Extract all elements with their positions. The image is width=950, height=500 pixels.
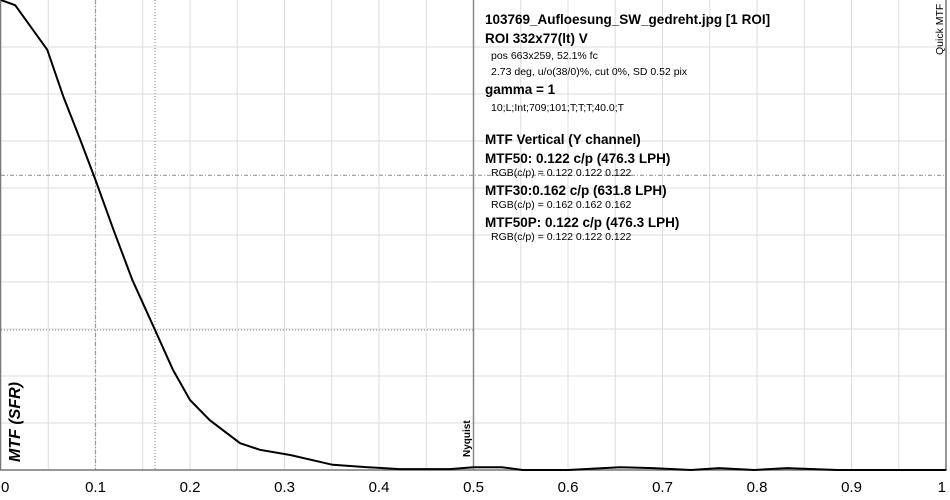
roi-info: ROI 332x77(lt) V — [485, 30, 588, 46]
axes — [0, 0, 947, 471]
mtf50p-value: MTF50P: 0.122 c/p (476.3 LPH) — [485, 214, 680, 230]
x-tick-label: 0.2 — [180, 479, 201, 496]
position-info: pos 663x259, 52.1% fc — [491, 50, 598, 62]
x-tick-label: 0.9 — [841, 479, 862, 496]
mtf50p-rgb: RGB(c/p) = 0.122 0.122 0.122 — [491, 231, 632, 243]
mtf50-value: MTF50: 0.122 c/p (476.3 LPH) — [485, 150, 671, 166]
x-tick-label: 0.1 — [85, 479, 106, 496]
mtf-title: MTF Vertical (Y channel) — [485, 132, 641, 147]
file-name: 103769_Aufloesung_SW_gedreht.jpg [1 ROI] — [485, 12, 771, 27]
x-tick-label: 0.4 — [369, 479, 390, 496]
x-tick-label: 1 — [938, 479, 946, 496]
mtf50-rgb: RGB(c/p) = 0.122 0.122 0.122 — [491, 167, 632, 179]
x-tick-labels: 0 0.1 0.2 0.3 0.4 0.5 0.6 0.7 0.8 0.9 1 — [1, 479, 946, 496]
results-panel: 103769_Aufloesung_SW_gedreht.jpg [1 ROI]… — [485, 13, 770, 243]
x-tick-label: 0.3 — [274, 479, 295, 496]
params-info: 10;L;Int;709;101;T;T;T;40.0;T — [491, 101, 625, 114]
gamma-info: gamma = 1 — [485, 82, 556, 97]
quick-mtf-label: Quick MTF — [934, 4, 946, 55]
mtf30-value: MTF30:0.162 c/p (631.8 LPH) — [485, 182, 667, 198]
x-tick-label: 0.7 — [652, 479, 673, 496]
edge-info: 2.73 deg, u/o(38/0)%, cut 0%, SD 0.52 pi… — [491, 65, 688, 78]
nyquist-label: Nyquist — [462, 420, 473, 457]
x-tick-label: 0.8 — [747, 479, 768, 496]
y-axis-label: MTF (SFR) — [7, 382, 24, 462]
x-tick-label: 0.5 — [463, 479, 484, 496]
marker-lines — [1, 0, 946, 470]
x-tick-label: 0 — [1, 479, 9, 496]
mtf30-rgb: RGB(c/p) = 0.162 0.162 0.162 — [491, 199, 632, 211]
x-tick-label: 0.6 — [558, 479, 579, 496]
mtf-curve — [0, 0, 946, 472]
